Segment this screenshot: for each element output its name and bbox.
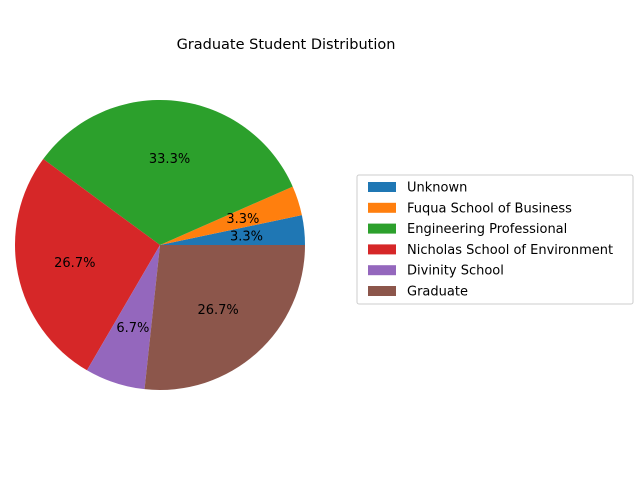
pct-label-divinity-school: 6.7% <box>116 321 149 336</box>
legend-label-engineering-professional: Engineering Professional <box>407 222 567 237</box>
slice-fuqua-school-of-business <box>160 186 302 245</box>
legend-label-unknown: Unknown <box>407 181 467 196</box>
legend-frame <box>356 174 634 305</box>
legend-label-graduate: Graduate <box>407 285 468 300</box>
legend-swatch-divinity-school <box>368 265 396 276</box>
pct-label-engineering-professional: 33.3% <box>149 152 190 167</box>
slice-engineering-professional <box>43 100 293 245</box>
slice-divinity-school <box>86 245 160 390</box>
legend-swatch-fuqua-school-of-business <box>368 202 396 213</box>
legend-swatch-engineering-professional <box>368 223 396 234</box>
legend-swatch-nicholas-school-of-environment <box>368 244 396 255</box>
pct-label-graduate: 26.7% <box>197 303 238 318</box>
legend-swatch-graduate <box>368 286 396 296</box>
pie-percent-labels: 3.3% 3.3% 33.3% 26.7% 6.7% 26.7% <box>54 152 263 336</box>
chart-title: Graduate Student Distribution <box>177 37 396 53</box>
slice-graduate <box>144 245 305 390</box>
legend-label-fuqua-school-of-business: Fuqua School of Business <box>407 201 572 216</box>
pct-label-nicholas-school-of-environment: 26.7% <box>54 256 95 271</box>
pie-slices <box>14 100 305 390</box>
pct-label-fuqua-school-of-business: 3.3% <box>226 212 259 227</box>
legend-label-divinity-school: Divinity School <box>407 264 504 279</box>
slice-nicholas-school-of-environment <box>14 159 161 371</box>
legend: Unknown Fuqua School of Business Engineeri… <box>356 174 634 305</box>
slice-unknown <box>160 215 305 245</box>
legend-label-nicholas-school-of-environment: Nicholas School of Environment <box>407 243 613 258</box>
pct-label-unknown: 3.3% <box>230 230 263 245</box>
legend-swatch-unknown <box>368 182 396 192</box>
